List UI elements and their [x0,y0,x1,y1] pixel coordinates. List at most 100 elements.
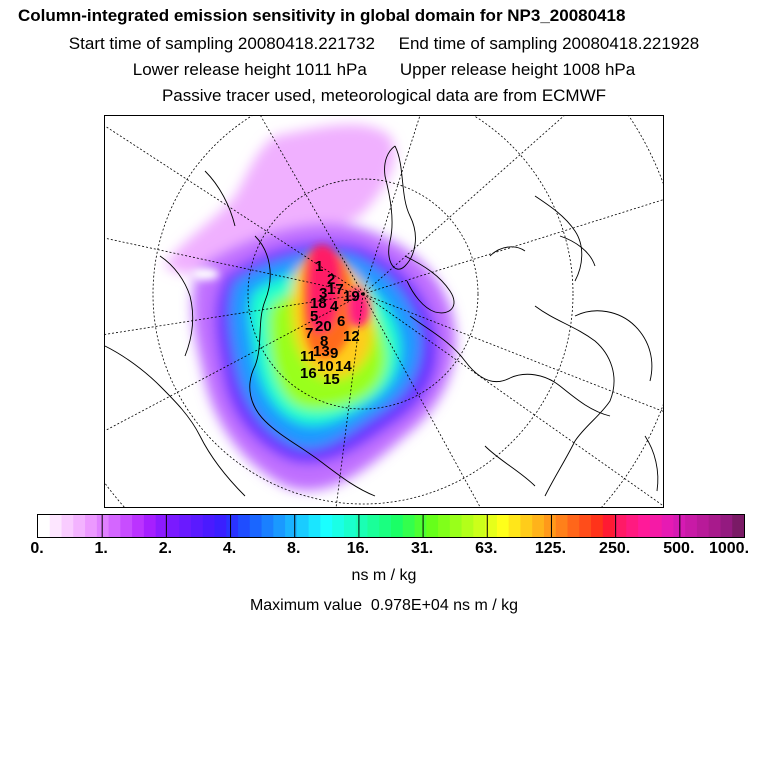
colorbar-swatch [638,515,651,537]
colorbar-swatch [355,515,368,537]
colorbar-swatch [402,515,416,537]
colorbar-swatch [214,515,227,537]
colorbar-swatch [367,515,380,537]
colorbar-swatch [520,515,533,537]
colorbar-swatch [708,515,721,537]
colorbar-swatch [496,515,510,537]
svg-text:9: 9 [330,345,338,362]
colorbar-swatch [614,515,627,537]
colorbar-swatch [720,515,733,537]
svg-text:4: 4 [330,298,339,315]
colorbar-swatch [73,515,86,537]
colorbar-swatch [602,515,616,537]
svg-text:3: 3 [319,285,327,302]
colorbar-swatch [661,515,674,537]
colorbar-swatch [555,515,568,537]
colorbar-tick-label: 125. [534,540,567,557]
release-height-line: Lower release height 1011 hPa Upper rele… [132,60,636,79]
colorbar-swatch [649,515,663,537]
colorbar-swatch [49,515,63,537]
colorbar-tick-label: 31. [410,540,434,557]
colorbar-swatch [238,515,251,537]
colorbar-swatch [449,515,463,537]
colorbar-swatch [120,515,133,537]
colorbar-tick-label: 250. [599,540,631,557]
svg-text:13: 13 [313,343,330,360]
colorbar-swatch [391,515,404,537]
colorbar-swatch [473,515,486,537]
colorbar-tick-label: 1. [94,540,108,557]
svg-text:5: 5 [310,308,318,325]
svg-text:11: 11 [300,348,316,365]
svg-text:16: 16 [300,365,317,382]
svg-text:2: 2 [327,271,335,288]
colorbar-tick-label: 0. [30,540,44,557]
colorbar-swatch [132,515,145,537]
max-value-label: Maximum value 0.978E+04 ns m / kg [249,597,519,614]
colorbar-swatch [485,515,498,537]
svg-text:7: 7 [305,325,313,342]
svg-text:18: 18 [310,295,327,312]
colorbar-tick-label: 1000. [708,540,750,557]
colorbar-swatch [285,515,298,537]
colorbar-swatch [696,515,710,537]
svg-text:10: 10 [317,358,334,375]
colorbar-swatch [179,515,192,537]
svg-text:20: 20 [315,318,332,335]
colorbar [37,514,745,538]
colorbar-units: ns m / kg [351,567,417,584]
colorbar-swatch [579,515,592,537]
svg-text:6: 6 [337,313,345,330]
colorbar-swatch [61,515,74,537]
colorbar-swatch [143,515,157,537]
colorbar-swatch [567,515,580,537]
colorbar-swatch [155,515,168,537]
colorbar-swatch [167,515,180,537]
colorbar-swatch [108,515,121,537]
colorbar-swatch [379,515,392,537]
colorbar-swatch [591,515,604,537]
colorbar-swatch [685,515,698,537]
colorbar-swatch [296,515,310,537]
colorbar-swatch [532,515,545,537]
colorbar-swatch [426,515,439,537]
coastlines [105,145,659,497]
colorbar-swatch [438,515,451,537]
sampling-time-line: Start time of sampling 20080418.221732 E… [68,34,700,53]
colorbar-swatch [626,515,639,537]
colorbar-tick-label: 63. [475,540,498,557]
colorbar-swatch [249,515,263,537]
colorbar-swatch [732,515,744,537]
colorbar-swatch [96,515,110,537]
colorbar-swatch [226,515,239,537]
svg-text:1: 1 [315,258,323,275]
colorbar-tick-label: 8. [287,540,301,557]
colorbar-swatch [308,515,321,537]
svg-text:8: 8 [320,333,328,350]
svg-text:15: 15 [323,371,340,388]
colorbar-swatch [320,515,333,537]
svg-text:19: 19 [343,288,360,305]
tracer-info-line: Passive tracer used, meteorological data… [161,86,607,105]
colorbar-swatch [202,515,215,537]
colorbar-swatch [261,515,274,537]
colorbar-tick-label: 4. [222,540,237,557]
colorbar-swatch [461,515,474,537]
colorbar-swatch [190,515,204,537]
svg-text:12: 12 [343,328,360,345]
colorbar-tick-label: 500. [663,540,695,557]
svg-text:14: 14 [335,358,352,375]
colorbar-swatch [85,515,98,537]
graticule [105,116,663,507]
colorbar-swatch [273,515,286,537]
colorbar-swatch [38,515,51,537]
colorbar-swatch [508,515,521,537]
colorbar-swatch [343,515,357,537]
colorbar-tick-label: 2. [158,540,173,557]
svg-text:17: 17 [327,281,344,298]
colorbar-tick-label: 16. [346,540,370,557]
colorbar-swatch [543,515,557,537]
